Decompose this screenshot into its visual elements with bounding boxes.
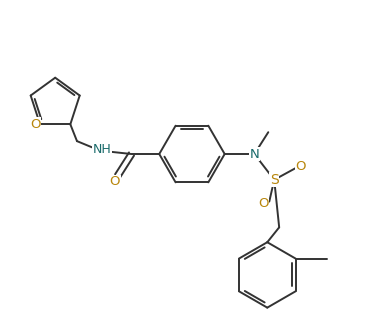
Text: O: O (258, 197, 268, 210)
Text: O: O (110, 175, 120, 188)
Text: O: O (30, 118, 40, 131)
Text: S: S (270, 173, 279, 187)
Text: NH: NH (92, 143, 111, 156)
Text: O: O (296, 160, 306, 173)
Text: N: N (249, 148, 259, 160)
